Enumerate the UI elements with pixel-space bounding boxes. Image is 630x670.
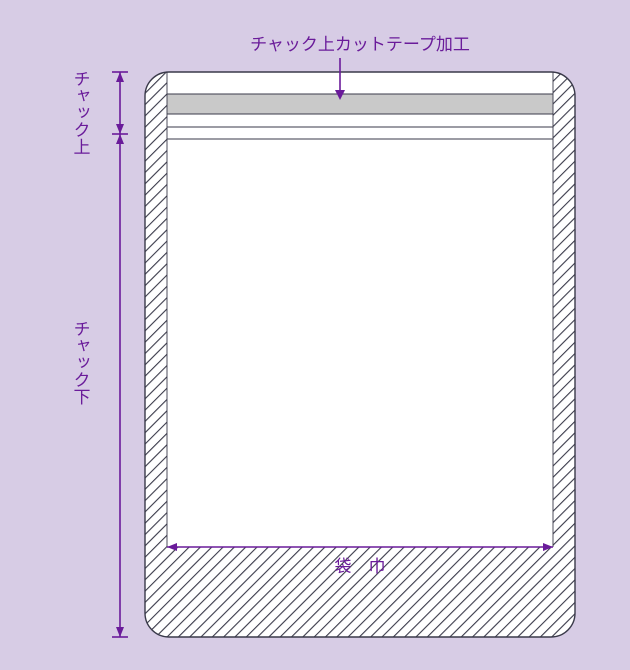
diagram-svg: チャック上カットテープ加工 チャック上 チャック下 袋 巾: [0, 0, 630, 670]
bag: [145, 72, 575, 637]
width-label: 袋 巾: [335, 557, 386, 576]
side-lower-label: チャック下: [71, 320, 91, 405]
top-label: チャック上カットテープ加工: [250, 35, 470, 54]
side-upper-label: チャック上: [71, 70, 91, 155]
dim-vertical: [112, 72, 128, 637]
cut-tape-band: [145, 94, 575, 114]
